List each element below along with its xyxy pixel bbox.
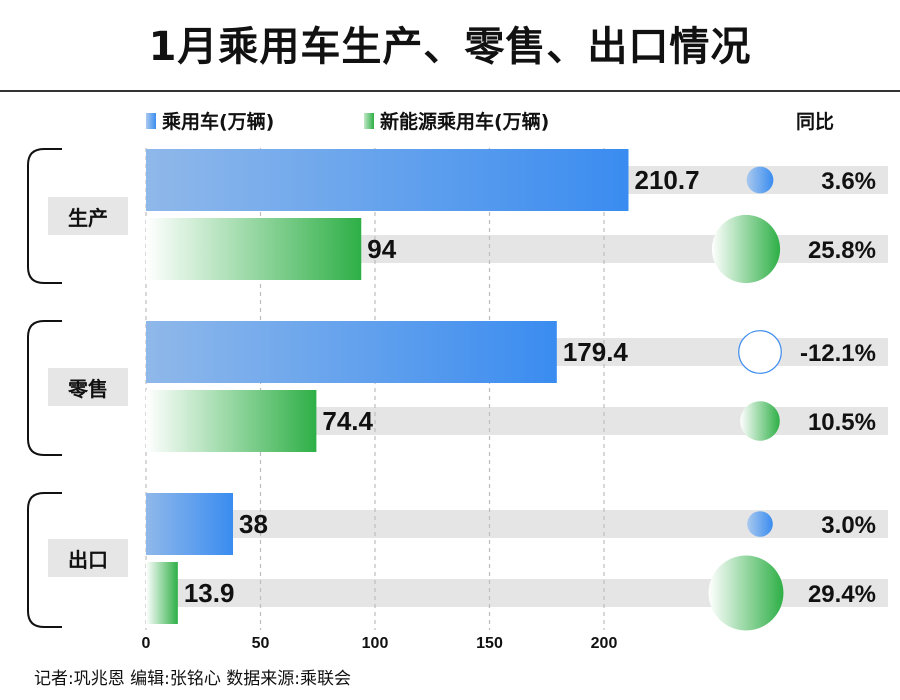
yoy-circle-0-0 [746, 166, 774, 194]
value-label-1-2: 13.9 [184, 578, 235, 608]
bar-nev-生产 [146, 218, 362, 280]
bar-passenger-零售 [146, 321, 557, 383]
yoy-circle-0-1 [738, 330, 782, 374]
yoy-label-0-1: -12.1% [800, 340, 876, 367]
yoy-header: 同比 [796, 111, 835, 133]
group-label-retail: 零售 [48, 368, 128, 406]
group-bracket-零售 [27, 320, 62, 456]
yoy-label-1-2: 29.4% [808, 581, 876, 608]
legend-swatch-green [364, 112, 374, 129]
legend-nev-label: 新能源乘用车(万辆) [380, 111, 550, 133]
group-label-production: 生产 [48, 197, 128, 235]
credit-line: 记者:巩兆恩 编辑:张铭心 数据来源:乘联会 [34, 669, 351, 689]
yoy-circle-0-2 [747, 511, 773, 537]
yoy-label-0-0: 3.6% [821, 168, 876, 195]
title-divider [0, 90, 900, 92]
yoy-circle-1-1 [740, 401, 780, 441]
yoy-circle-1-2 [708, 555, 784, 631]
value-label-0-0: 210.7 [635, 165, 700, 195]
group-bracket-出口 [27, 492, 62, 628]
group-bracket-生产 [27, 148, 62, 284]
legend-passenger: 乘用车(万辆) [146, 107, 274, 134]
value-label-1-1: 74.4 [322, 406, 373, 436]
x-tick-label-100: 100 [362, 635, 389, 652]
legend-nev: 新能源乘用车(万辆) [364, 107, 549, 134]
value-label-0-2: 38 [239, 509, 268, 539]
bar-nev-零售 [146, 390, 317, 452]
x-tick-label-0: 0 [142, 635, 151, 652]
yoy-label-1-1: 10.5% [808, 409, 876, 436]
yoy-label-1-0: 25.8% [808, 237, 876, 264]
bar-passenger-出口 [146, 493, 234, 555]
chart-title: 1月乘用车生产、零售、出口情况 [148, 24, 752, 70]
bar-nev-出口 [146, 562, 178, 624]
group-label-export: 出口 [48, 539, 128, 577]
yoy-circle-1-0 [711, 214, 781, 284]
x-tick-label-50: 50 [252, 635, 270, 652]
yoy-label-0-2: 3.0% [821, 512, 876, 539]
bar-passenger-生产 [146, 149, 629, 211]
value-label-1-0: 94 [367, 234, 396, 264]
legend-passenger-label: 乘用车(万辆) [162, 111, 275, 133]
x-tick-label-200: 200 [591, 635, 618, 652]
value-label-0-1: 179.4 [563, 337, 629, 367]
x-tick-label-150: 150 [476, 635, 503, 652]
legend-swatch-blue [146, 112, 156, 129]
